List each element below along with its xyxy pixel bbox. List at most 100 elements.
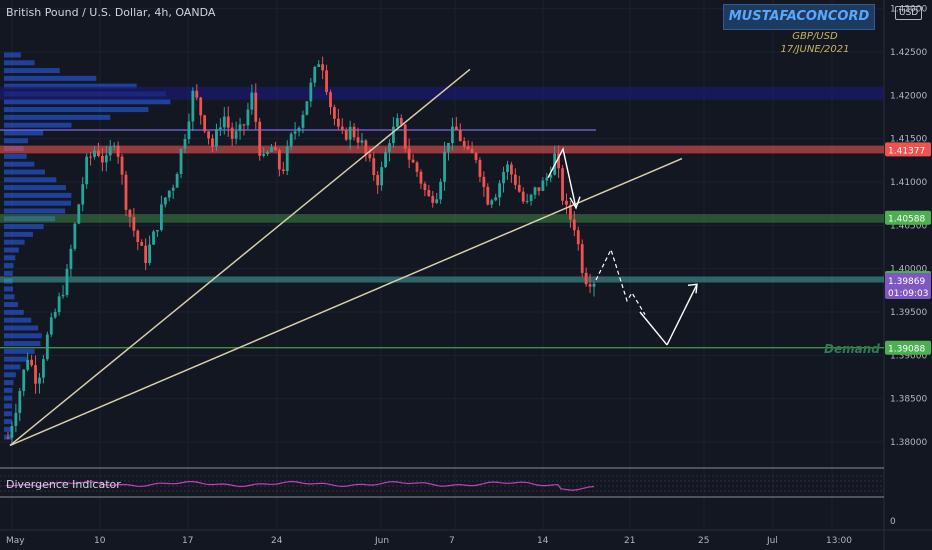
candle-body [580,244,584,273]
candle-body [407,148,411,160]
candle-body [38,377,41,384]
y-tick-label: 1.41000 [890,178,927,188]
x-tick-label: Jun [374,536,389,546]
candle-body [415,162,419,172]
candle-body [10,425,14,438]
level-zone-green [0,214,884,223]
candle-body [470,148,474,154]
y-tick-label: 1.39000 [890,351,927,361]
x-tick-label: 24 [271,536,283,546]
candle-body [545,177,549,181]
candle-body [533,187,537,195]
arrowhead-1 [569,196,581,210]
candle-body [368,154,372,159]
candle-body [199,97,203,116]
candle-body [61,294,65,297]
y-tick-label: 1.42000 [890,91,927,101]
volume-profile-bar [4,239,25,245]
currency-badge[interactable]: USD [895,6,923,20]
candle-body [529,194,533,201]
candle-body [140,241,144,246]
candle-body [81,184,85,205]
candle-body [49,317,53,335]
volume-profile-bar [4,138,28,144]
volume-profile-bar [4,411,13,417]
candle-body [372,158,376,176]
level-zone-red [0,145,884,154]
candle-body [53,312,57,318]
volume-profile-bar [4,114,111,120]
candle-body [317,64,321,67]
candle-body [502,172,505,184]
candle-body [171,187,175,191]
candle-body [431,196,435,203]
brand-badge: MUSTAFACONCORD [723,4,875,30]
candle-body [262,153,266,156]
volume-profile-bar [4,426,13,432]
volume-profile-bar [4,341,41,347]
candle-body [451,126,454,143]
candle-body [270,147,273,152]
volume-profile-bar [4,356,27,362]
candle-body [490,200,494,205]
volume-profile-bar [4,395,13,401]
candle-body [427,190,431,197]
candle-body [289,133,293,147]
candle-body [443,151,446,182]
candle-body [395,117,399,127]
date-label: 17/JUNE/2021 [780,44,850,55]
candle-body [132,217,136,231]
candle-body [439,181,443,200]
candle-body [136,230,140,242]
trendline-shallow [9,157,683,447]
candle-body [175,173,179,188]
candle-body [336,118,340,127]
price-label: 1.41377 [888,146,925,156]
volume-profile-bar [4,380,14,386]
volume-profile-bar [4,372,16,378]
candle-body [466,146,470,149]
candle-body [321,64,325,71]
volume-profile-bar [4,68,60,74]
candle-body [541,180,545,191]
y-tick-label: 1.40000 [890,265,927,275]
indicator-zero-label: 0 [890,517,896,527]
candle-body [364,140,368,155]
candle-body [183,139,187,149]
candle-body [222,116,226,128]
demand-label: Demand [824,342,880,356]
candle-body [207,131,210,139]
candle-body [274,147,277,151]
volume-profile-bar [4,263,14,269]
x-tick-label: 21 [624,536,635,546]
volume-profile-bar [4,302,19,308]
trendline-steep [9,68,471,447]
volume-profile-bar [4,294,15,300]
candle-body [14,412,18,426]
brand-subtitle: GBP/USD 17/JUNE/2021 [760,30,870,56]
candle-body [498,183,502,198]
volume-profile-bar [4,75,97,81]
candle-body [238,124,242,132]
candle-body [226,116,230,128]
volume-profile-bar [4,317,32,323]
price-label-bg [885,340,931,355]
candle-body [144,245,148,263]
candle-body [250,92,254,110]
projection-arrow-1 [547,147,577,209]
candle-body [356,137,360,143]
candle-body [18,391,22,413]
candle-body [569,204,572,220]
y-tick-label: 1.40500 [890,221,927,231]
volume-profile-bar [4,325,39,331]
x-tick-label: 25 [698,536,709,546]
price-label: 1.39088 [888,345,925,355]
candle-body [557,153,561,169]
candle-body [435,199,439,203]
volume-profile-bar [4,153,27,159]
x-tick-label: May [6,536,25,546]
candle-body [576,230,580,245]
x-tick-label: 17 [182,536,193,546]
pair-label: GBP/USD [792,31,838,42]
price-label-bg [885,210,931,225]
